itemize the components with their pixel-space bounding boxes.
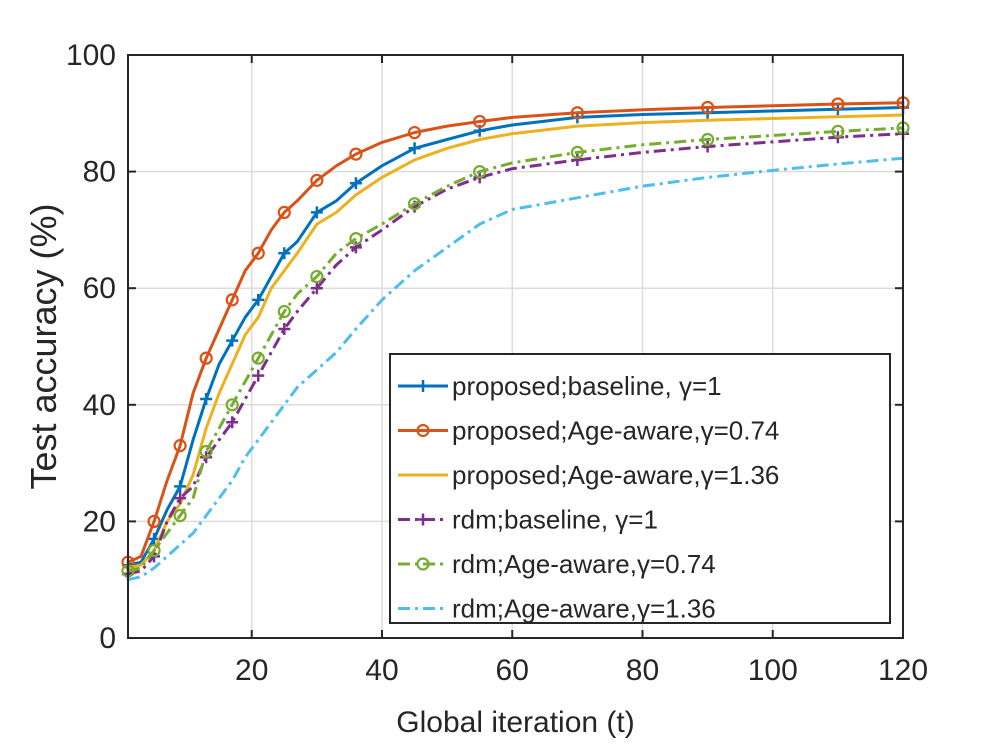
legend-label: proposed;Age-aware,γ=1.36 xyxy=(452,460,779,490)
legend-item: rdm;Age-aware,γ=1.36 xyxy=(398,594,716,624)
legend-box xyxy=(389,353,891,624)
data-point-marker xyxy=(473,114,487,129)
data-point-marker xyxy=(251,351,265,365)
legend: proposed;baseline, γ=1 proposed;Age-aware… xyxy=(389,353,891,624)
y-tick-label: 80 xyxy=(83,156,116,189)
data-point-marker xyxy=(173,508,187,523)
data-point-marker xyxy=(408,142,421,155)
y-tick-label: 100 xyxy=(66,39,116,72)
data-point-marker xyxy=(225,398,239,412)
y-tick-label: 60 xyxy=(83,272,116,305)
data-point-marker xyxy=(310,173,324,187)
data-point-marker xyxy=(570,145,584,159)
data-point-marker xyxy=(147,514,161,529)
series-line xyxy=(127,126,904,573)
data-point-marker xyxy=(252,293,265,306)
series-3 xyxy=(127,113,904,570)
legend-item: proposed;baseline, γ=1 xyxy=(398,371,722,401)
legend-marker xyxy=(416,557,430,571)
series-layer xyxy=(121,96,910,582)
data-point-marker xyxy=(310,206,323,219)
data-point-marker xyxy=(349,147,363,161)
data-point-marker xyxy=(200,392,213,405)
data-point-marker xyxy=(571,153,584,166)
y-tick-label: 0 xyxy=(99,622,116,655)
x-axis-label: Global iteration (t) xyxy=(396,706,634,739)
data-point-marker xyxy=(174,492,187,505)
data-point-marker xyxy=(701,140,714,153)
legend-marker xyxy=(417,380,429,392)
legend-label: rdm;Age-aware,γ=1.36 xyxy=(452,594,716,624)
legend-label: proposed;baseline, γ=1 xyxy=(452,371,722,401)
series-line xyxy=(127,101,904,564)
data-point-marker xyxy=(199,444,213,459)
legend-label: rdm;Age-aware,γ=0.74 xyxy=(452,549,716,579)
data-point-marker xyxy=(407,125,422,140)
y-tick-label: 40 xyxy=(83,389,116,422)
data-point-marker xyxy=(278,323,291,336)
series-line xyxy=(127,132,904,576)
plot-frame xyxy=(127,54,904,639)
x-tick-label: 120 xyxy=(878,654,928,687)
data-point-marker xyxy=(252,369,265,382)
x-tick-label: 60 xyxy=(496,654,529,687)
x-tick-label: 20 xyxy=(235,654,268,687)
data-point-marker xyxy=(310,282,323,295)
data-point-marker xyxy=(570,106,584,120)
x-tick-label: 100 xyxy=(748,654,798,687)
legend-item: proposed;Age-aware,γ=0.74 xyxy=(398,416,779,446)
data-point-marker xyxy=(225,293,239,307)
data-point-marker xyxy=(310,269,324,284)
data-point-marker xyxy=(147,543,161,558)
data-point-marker xyxy=(831,124,845,138)
data-point-marker xyxy=(701,100,715,115)
data-point-marker xyxy=(349,177,362,190)
ticks: 20 40 60 80 100 120 0 20 40 60 80 100 xyxy=(66,39,928,687)
data-point-marker xyxy=(251,246,265,260)
series-5 xyxy=(121,121,910,578)
data-point-marker xyxy=(473,165,487,179)
data-point-marker xyxy=(349,232,363,246)
legend-label: proposed;Age-aware,γ=0.74 xyxy=(452,416,779,446)
series-line xyxy=(127,113,904,570)
legend-marker xyxy=(417,513,429,526)
data-point-marker xyxy=(831,97,845,111)
legend-item: rdm;baseline, γ=1 xyxy=(398,505,658,535)
data-point-marker xyxy=(407,197,422,211)
y-axis-label: Test accuracy (%) xyxy=(23,203,64,489)
data-point-marker xyxy=(173,439,187,453)
x-tick-label: 80 xyxy=(626,654,659,687)
legend-item: proposed;Age-aware,γ=1.36 xyxy=(398,460,779,490)
data-point-marker xyxy=(199,351,213,365)
y-tick-label: 20 xyxy=(83,505,116,538)
data-point-marker xyxy=(278,247,291,260)
data-point-marker xyxy=(226,334,239,347)
data-point-marker xyxy=(701,132,715,147)
series-line xyxy=(127,106,904,567)
legend-marker xyxy=(416,423,430,438)
data-point-marker xyxy=(174,480,187,493)
legend-item: rdm;Age-aware,γ=0.74 xyxy=(398,549,716,579)
data-point-marker xyxy=(277,304,291,319)
legend-label: rdm;baseline, γ=1 xyxy=(452,505,658,535)
data-point-marker xyxy=(226,416,239,429)
x-tick-label: 40 xyxy=(365,654,398,687)
data-point-marker xyxy=(277,205,291,220)
